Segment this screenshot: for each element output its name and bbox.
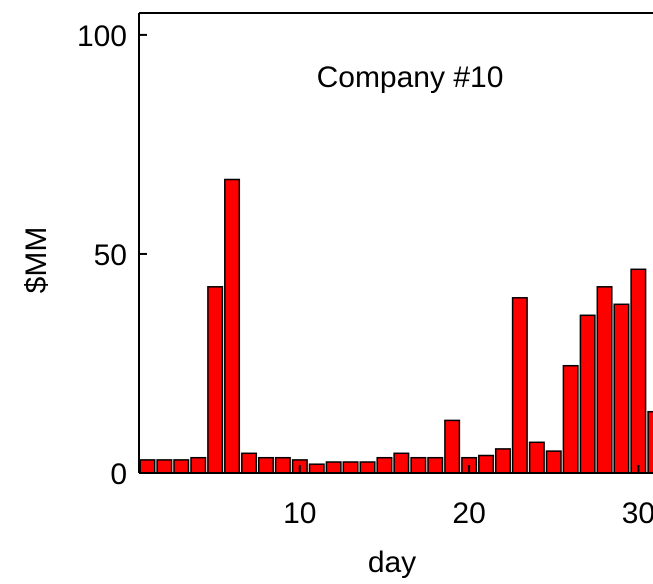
bar-day-11 [308,463,325,474]
bar-day-25 [545,450,562,474]
bar-day-1 [139,459,156,474]
bar-day-21 [478,454,495,474]
bar-day-7 [241,452,258,474]
bar-day-5 [207,286,224,474]
bar-day-14 [359,461,376,474]
bar-day-29 [613,303,630,474]
bar-day-6 [224,178,241,474]
bar-day-18 [427,456,444,474]
bar-day-9 [274,456,291,474]
bar-day-23 [511,297,528,474]
bar-day-30 [630,268,647,474]
bar-day-31 [647,410,653,474]
x-axis-label: day [368,546,416,579]
x-tick-label-20: 20 [452,497,485,530]
bar-day-17 [410,456,427,474]
bar-day-26 [562,364,579,474]
bar-day-8 [257,456,274,474]
bar-day-15 [376,456,393,474]
bar-day-28 [596,286,613,474]
bar-day-3 [173,459,190,474]
chart-title: Company #10 [317,61,504,94]
bar-day-12 [325,461,342,474]
y-tick-label-100: 100 [77,20,127,53]
y-ticks-group: 0 50 100 [77,20,147,491]
y-tick-label-50: 50 [94,239,127,272]
x-tick-label-10: 10 [283,497,316,530]
bars-group [139,178,653,474]
bar-day-2 [156,459,173,474]
bar-day-27 [579,314,596,474]
bar-day-24 [528,441,545,474]
bar-day-19 [444,419,461,474]
y-axis-label: $MM [20,227,53,294]
y-tick-label-0: 0 [110,458,127,491]
bar-day-13 [342,461,359,474]
x-tick-label-30: 30 [622,497,653,530]
bar-day-16 [393,452,410,474]
bar-day-22 [494,448,511,474]
x-ticks-group: 10 20 30 [283,465,653,530]
bar-day-4 [190,456,207,474]
